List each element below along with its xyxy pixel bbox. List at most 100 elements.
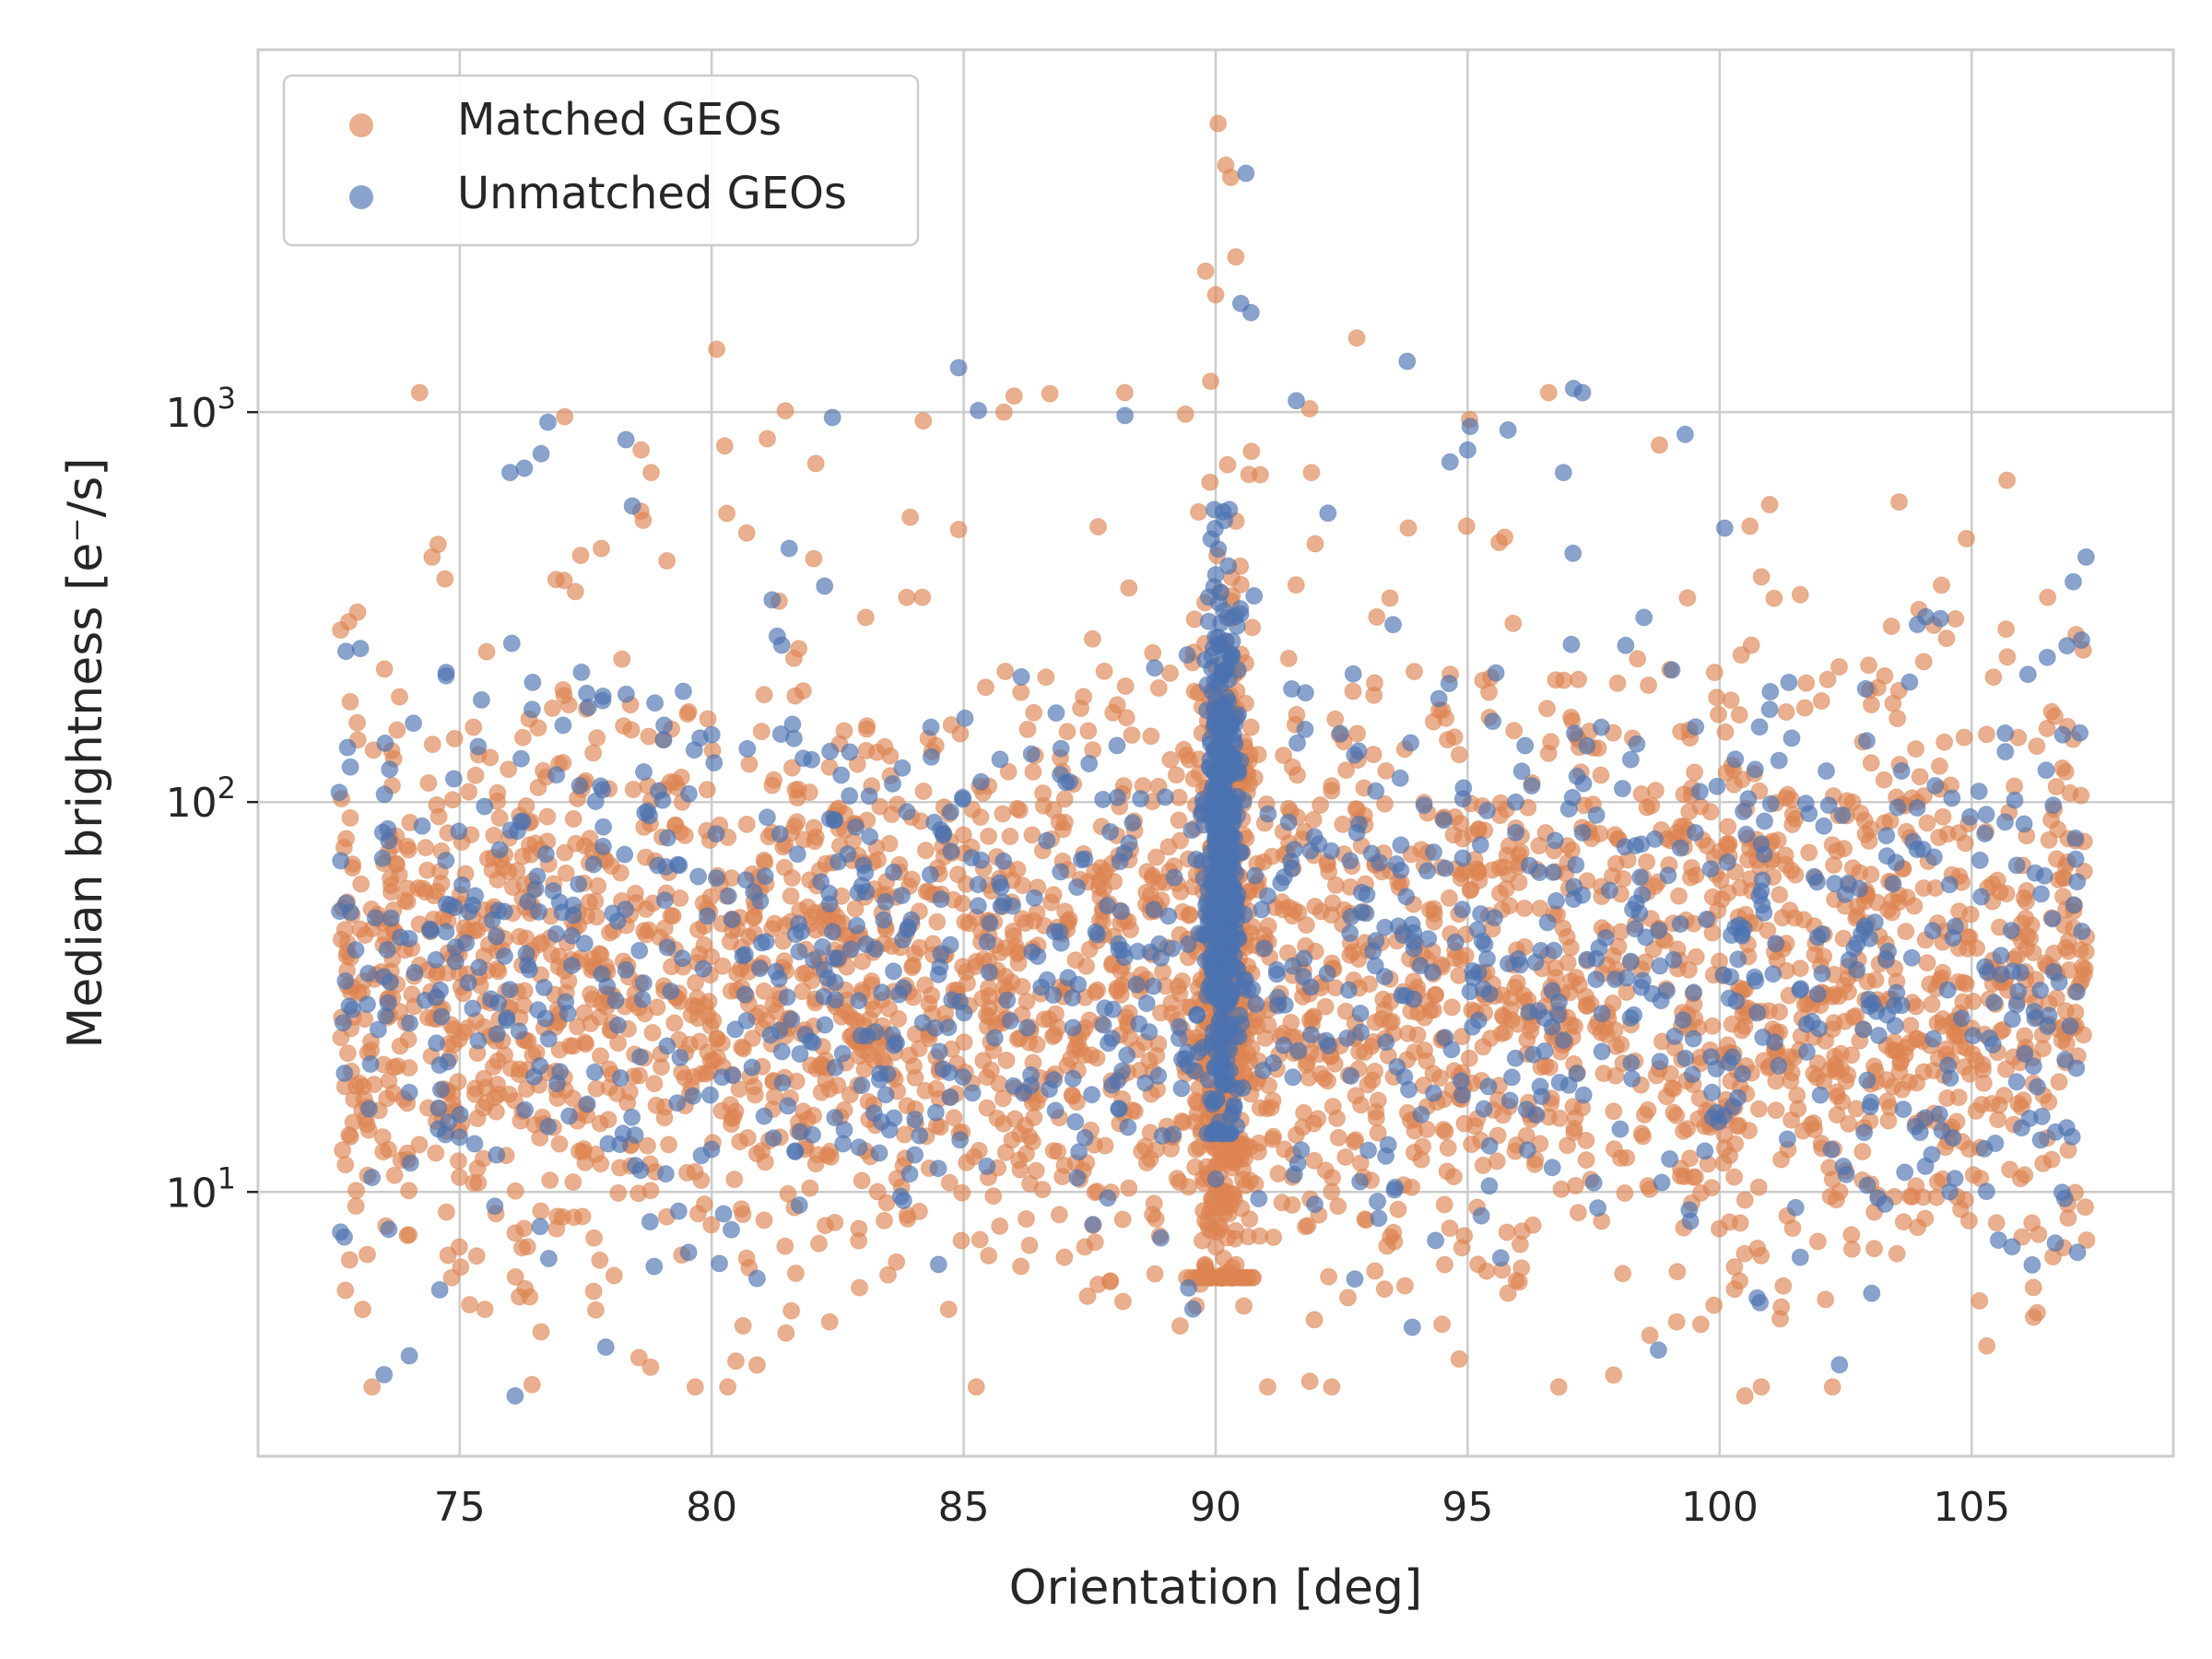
data-point-matched [1635, 1106, 1653, 1124]
data-point-matched [1025, 1109, 1043, 1126]
data-point-unmatched [1592, 718, 1610, 736]
data-point-matched [515, 982, 534, 1000]
data-point-unmatched [617, 685, 635, 703]
data-point-unmatched [1574, 1086, 1593, 1104]
data-point-matched [640, 727, 658, 746]
data-point-unmatched [636, 804, 654, 822]
data-point-matched [1877, 1071, 1896, 1089]
data-point-unmatched [1397, 888, 1416, 906]
data-point-matched [550, 1135, 569, 1153]
data-point-unmatched [1724, 1048, 1742, 1066]
data-point-matched [637, 925, 655, 944]
data-point-matched [423, 735, 441, 754]
data-point-matched [860, 1045, 878, 1064]
data-point-matched [1113, 1210, 1132, 1229]
data-point-unmatched [1625, 1006, 1643, 1024]
data-point-matched [339, 613, 358, 631]
data-point-unmatched [1813, 925, 1831, 943]
data-point-matched [1196, 262, 1215, 280]
data-point-matched [953, 894, 971, 912]
data-point-unmatched [1424, 1084, 1442, 1102]
data-point-matched [1435, 1195, 1453, 1214]
data-point-matched [1044, 886, 1063, 904]
data-point-unmatched [932, 890, 950, 909]
data-point-matched [1304, 1007, 1323, 1026]
data-point-matched [1961, 905, 1980, 924]
data-point-matched [477, 642, 496, 661]
data-point-unmatched [512, 812, 530, 830]
data-point-matched [589, 877, 607, 895]
data-point-matched [443, 791, 462, 809]
data-point-unmatched [451, 1128, 469, 1147]
data-point-matched [653, 1058, 670, 1077]
data-point-unmatched [381, 760, 399, 779]
data-point-matched [1050, 1206, 1068, 1224]
data-point-matched [1243, 618, 1262, 637]
data-point-matched [1670, 887, 1688, 905]
data-point-matched [484, 1058, 502, 1076]
data-point-unmatched [707, 825, 725, 843]
data-point-unmatched [1507, 823, 1525, 841]
data-point-matched [1629, 650, 1647, 668]
data-point-matched [336, 1156, 355, 1174]
data-point-matched [571, 1142, 588, 1160]
data-point-matched [1171, 831, 1189, 850]
data-point-unmatched [978, 1157, 996, 1175]
data-point-unmatched [991, 750, 1009, 769]
data-point-matched [678, 705, 697, 724]
data-point-unmatched [1507, 793, 1524, 811]
data-point-unmatched [1288, 734, 1306, 752]
data-point-unmatched [2040, 1006, 2058, 1025]
data-point-matched [1908, 1030, 1926, 1049]
data-point-matched [1959, 1212, 1978, 1230]
data-point-unmatched [2050, 973, 2068, 992]
data-point-matched [858, 717, 877, 735]
data-point-unmatched [1109, 788, 1126, 806]
data-point-matched [2008, 947, 2026, 965]
data-point-matched [1908, 1074, 1926, 1092]
data-point-matched [1668, 1263, 1687, 1281]
data-point-matched [1730, 706, 1748, 724]
data-point-matched [955, 1033, 973, 1052]
data-point-matched [1492, 1024, 1511, 1042]
data-point-matched [1937, 629, 1956, 648]
data-point-unmatched [1165, 868, 1183, 887]
data-point-unmatched [1606, 971, 1624, 989]
data-point-unmatched [906, 1111, 924, 1128]
data-point-unmatched [723, 1220, 740, 1239]
data-point-unmatched [520, 960, 538, 979]
data-point-matched [779, 1184, 797, 1203]
data-point-matched [1439, 731, 1457, 749]
data-point-matched [1725, 1168, 1744, 1186]
data-point-unmatched [1533, 1088, 1551, 1106]
data-point-unmatched [1357, 904, 1375, 923]
data-point-unmatched [544, 882, 562, 900]
data-point-unmatched [1637, 928, 1655, 947]
data-point-unmatched [1221, 650, 1240, 668]
data-point-unmatched [1631, 868, 1650, 887]
data-point-unmatched [338, 738, 357, 757]
data-point-matched [1257, 1100, 1276, 1118]
data-point-matched [1005, 927, 1023, 946]
data-point-unmatched [1322, 841, 1340, 860]
data-point-unmatched [344, 1000, 361, 1018]
data-point-unmatched [1750, 718, 1769, 736]
data-point-matched [910, 1202, 928, 1220]
data-point-matched [2056, 762, 2075, 781]
data-point-unmatched [1924, 848, 1943, 866]
data-point-unmatched [563, 957, 581, 974]
data-point-unmatched [1405, 939, 1423, 958]
data-point-matched [1147, 1210, 1165, 1228]
data-point-unmatched [427, 988, 445, 1006]
data-point-matched [609, 1183, 628, 1202]
data-point-unmatched [850, 992, 868, 1010]
data-point-unmatched [1112, 902, 1130, 921]
data-point-matched [665, 1014, 684, 1032]
data-point-unmatched [735, 985, 754, 1004]
data-point-unmatched [1624, 900, 1641, 919]
data-point-matched [1578, 997, 1596, 1015]
data-point-matched [1202, 372, 1219, 391]
data-point-unmatched [714, 1205, 733, 1223]
data-point-matched [1147, 848, 1165, 866]
